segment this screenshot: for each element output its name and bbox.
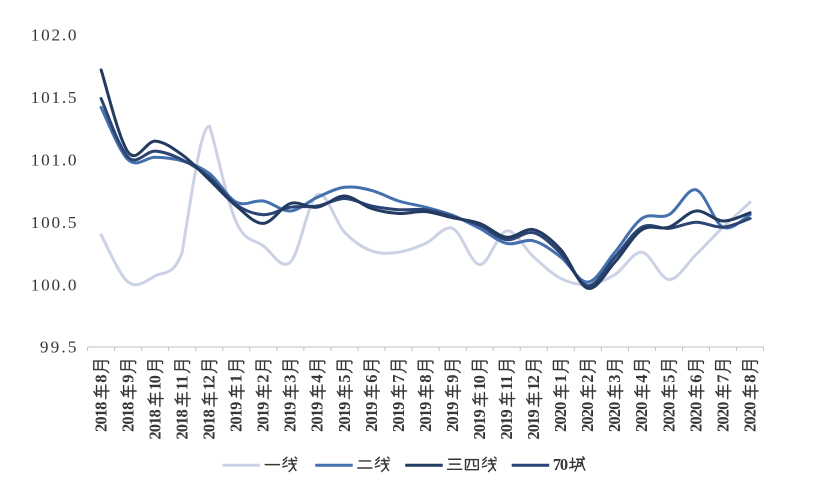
svg-text:11: 11 (497, 375, 516, 390)
svg-text:6: 6 (362, 374, 381, 382)
svg-text:1: 1 (227, 374, 246, 382)
svg-text:11: 11 (173, 375, 192, 390)
svg-text:2020: 2020 (659, 402, 678, 432)
svg-text:12: 12 (524, 375, 543, 390)
svg-text:2019: 2019 (389, 402, 408, 432)
svg-text:2019: 2019 (227, 402, 246, 432)
svg-text:2020: 2020 (632, 402, 651, 432)
svg-text:2019: 2019 (470, 409, 489, 439)
svg-text:2019: 2019 (416, 402, 435, 432)
svg-text:4: 4 (308, 374, 327, 382)
svg-text:2019: 2019 (497, 409, 516, 439)
svg-text:3: 3 (605, 374, 624, 382)
svg-text:9: 9 (443, 374, 462, 382)
svg-text:2018: 2018 (91, 402, 110, 432)
svg-text:101.5: 101.5 (31, 88, 77, 107)
svg-text:2018: 2018 (173, 409, 192, 439)
svg-text:3: 3 (281, 374, 300, 382)
svg-text:2019: 2019 (254, 402, 273, 432)
svg-text:99.5: 99.5 (40, 338, 77, 357)
svg-text:102.0: 102.0 (31, 26, 77, 45)
svg-text:1: 1 (551, 374, 570, 382)
svg-text:2018: 2018 (119, 402, 138, 432)
svg-text:9: 9 (119, 374, 138, 382)
svg-text:2020: 2020 (605, 402, 624, 432)
svg-text:101.0: 101.0 (31, 151, 77, 170)
svg-text:2019: 2019 (308, 402, 327, 432)
svg-text:7: 7 (389, 374, 408, 382)
svg-text:2020: 2020 (578, 402, 597, 432)
svg-text:2020: 2020 (551, 402, 570, 432)
svg-text:2020: 2020 (686, 402, 705, 432)
svg-text:2019: 2019 (443, 402, 462, 432)
svg-text:2018: 2018 (146, 409, 165, 439)
svg-text:4: 4 (632, 374, 651, 382)
svg-text:6: 6 (686, 374, 705, 382)
svg-text:7: 7 (713, 374, 732, 382)
svg-text:5: 5 (335, 374, 354, 382)
svg-text:2: 2 (578, 374, 597, 382)
svg-text:2020: 2020 (713, 402, 732, 432)
svg-text:2019: 2019 (524, 409, 543, 439)
svg-text:5: 5 (659, 374, 678, 382)
svg-text:2020: 2020 (740, 402, 759, 432)
svg-text:100.0: 100.0 (31, 275, 77, 294)
svg-text:2019: 2019 (362, 402, 381, 432)
svg-text:70: 70 (553, 455, 568, 474)
svg-text:2019: 2019 (281, 402, 300, 432)
svg-text:2: 2 (254, 374, 273, 382)
svg-text:2018: 2018 (200, 409, 219, 439)
svg-text:10: 10 (470, 375, 489, 390)
svg-text:8: 8 (416, 374, 435, 382)
svg-text:12: 12 (200, 375, 219, 390)
svg-text:8: 8 (91, 374, 110, 382)
svg-text:8: 8 (740, 374, 759, 382)
svg-text:100.5: 100.5 (31, 213, 77, 232)
svg-text:10: 10 (146, 375, 165, 390)
svg-text:2019: 2019 (335, 402, 354, 432)
